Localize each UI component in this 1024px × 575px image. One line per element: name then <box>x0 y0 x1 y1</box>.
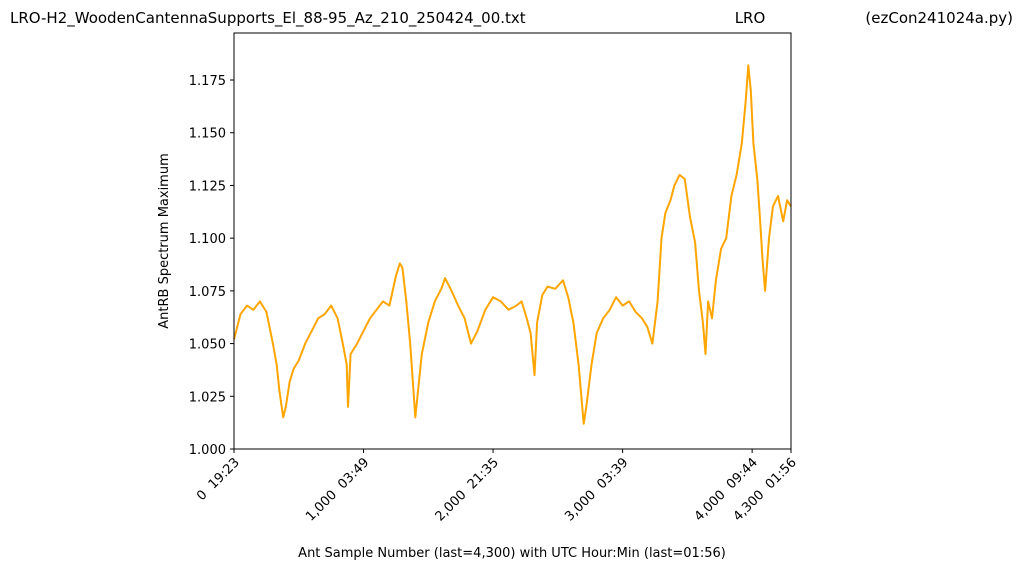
y-tick-label: 1.125 <box>189 179 226 194</box>
x-axis-label: Ant Sample Number (last=4,300) with UTC … <box>298 546 726 561</box>
x-tick-label: 1,000 03:49 <box>303 455 372 524</box>
y-tick-label: 1.100 <box>189 232 226 247</box>
y-tick-label: 1.150 <box>189 127 226 142</box>
x-tick-label: 3,000 03:39 <box>562 455 631 524</box>
chart-title-script: (ezCon241024a.py) <box>865 9 1013 27</box>
y-tick-label: 1.075 <box>189 285 226 300</box>
y-tick-label: 1.025 <box>189 390 226 405</box>
x-tick-label: 2,000 21:35 <box>433 455 502 524</box>
chart-title-site: LRO <box>735 9 766 27</box>
y-axis-label: AntRB Spectrum Maximum <box>157 153 172 329</box>
y-tick-label: 1.000 <box>189 443 226 458</box>
y-tick-label: 1.050 <box>189 338 226 353</box>
y-tick-label: 1.175 <box>189 74 226 89</box>
x-tick-label: 0 19:23 <box>194 455 243 504</box>
plot-frame <box>233 32 792 450</box>
series-line <box>233 64 792 425</box>
chart-title-file: LRO-H2_WoodenCantennaSupports_El_88-95_A… <box>10 9 526 28</box>
